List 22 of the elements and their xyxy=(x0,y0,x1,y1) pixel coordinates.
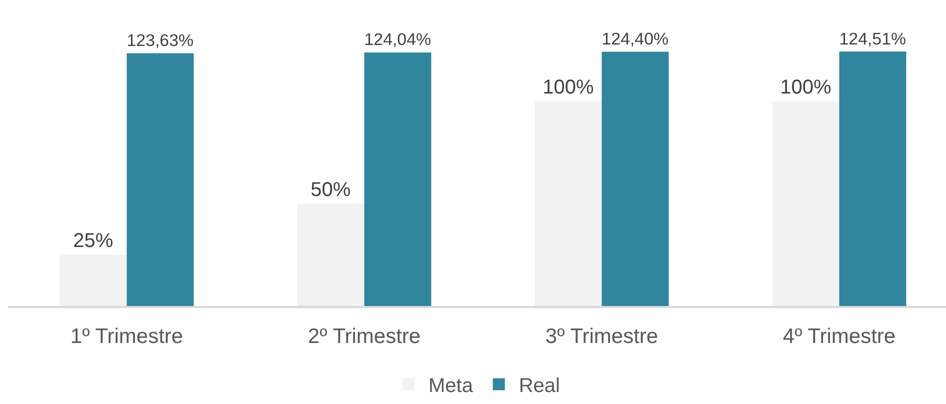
bar xyxy=(126,53,194,306)
bar xyxy=(772,102,840,306)
bar xyxy=(839,51,906,306)
bar xyxy=(297,204,364,306)
bar xyxy=(602,52,669,306)
legend-label: Real xyxy=(518,375,560,398)
x-tick-label: 1º Trimestre xyxy=(70,325,184,348)
data-label: 124,51% xyxy=(839,29,906,48)
data-label: 124,04% xyxy=(364,30,432,50)
data-label: 25% xyxy=(73,230,114,252)
data-label: 123,63% xyxy=(126,31,194,50)
legend-label: Meta xyxy=(428,375,474,398)
bar xyxy=(60,254,127,306)
data-label: 100% xyxy=(780,76,832,99)
x-tick-label: 2º Trimestre xyxy=(308,325,421,348)
data-label: 100% xyxy=(542,76,594,99)
bar xyxy=(534,102,602,306)
x-tick-label: 3º Trimestre xyxy=(545,325,658,348)
x-tick-label: 4º Trimestre xyxy=(782,325,896,348)
data-label: 50% xyxy=(310,178,351,201)
bar xyxy=(364,52,432,306)
data-label: 124,40% xyxy=(602,29,669,48)
